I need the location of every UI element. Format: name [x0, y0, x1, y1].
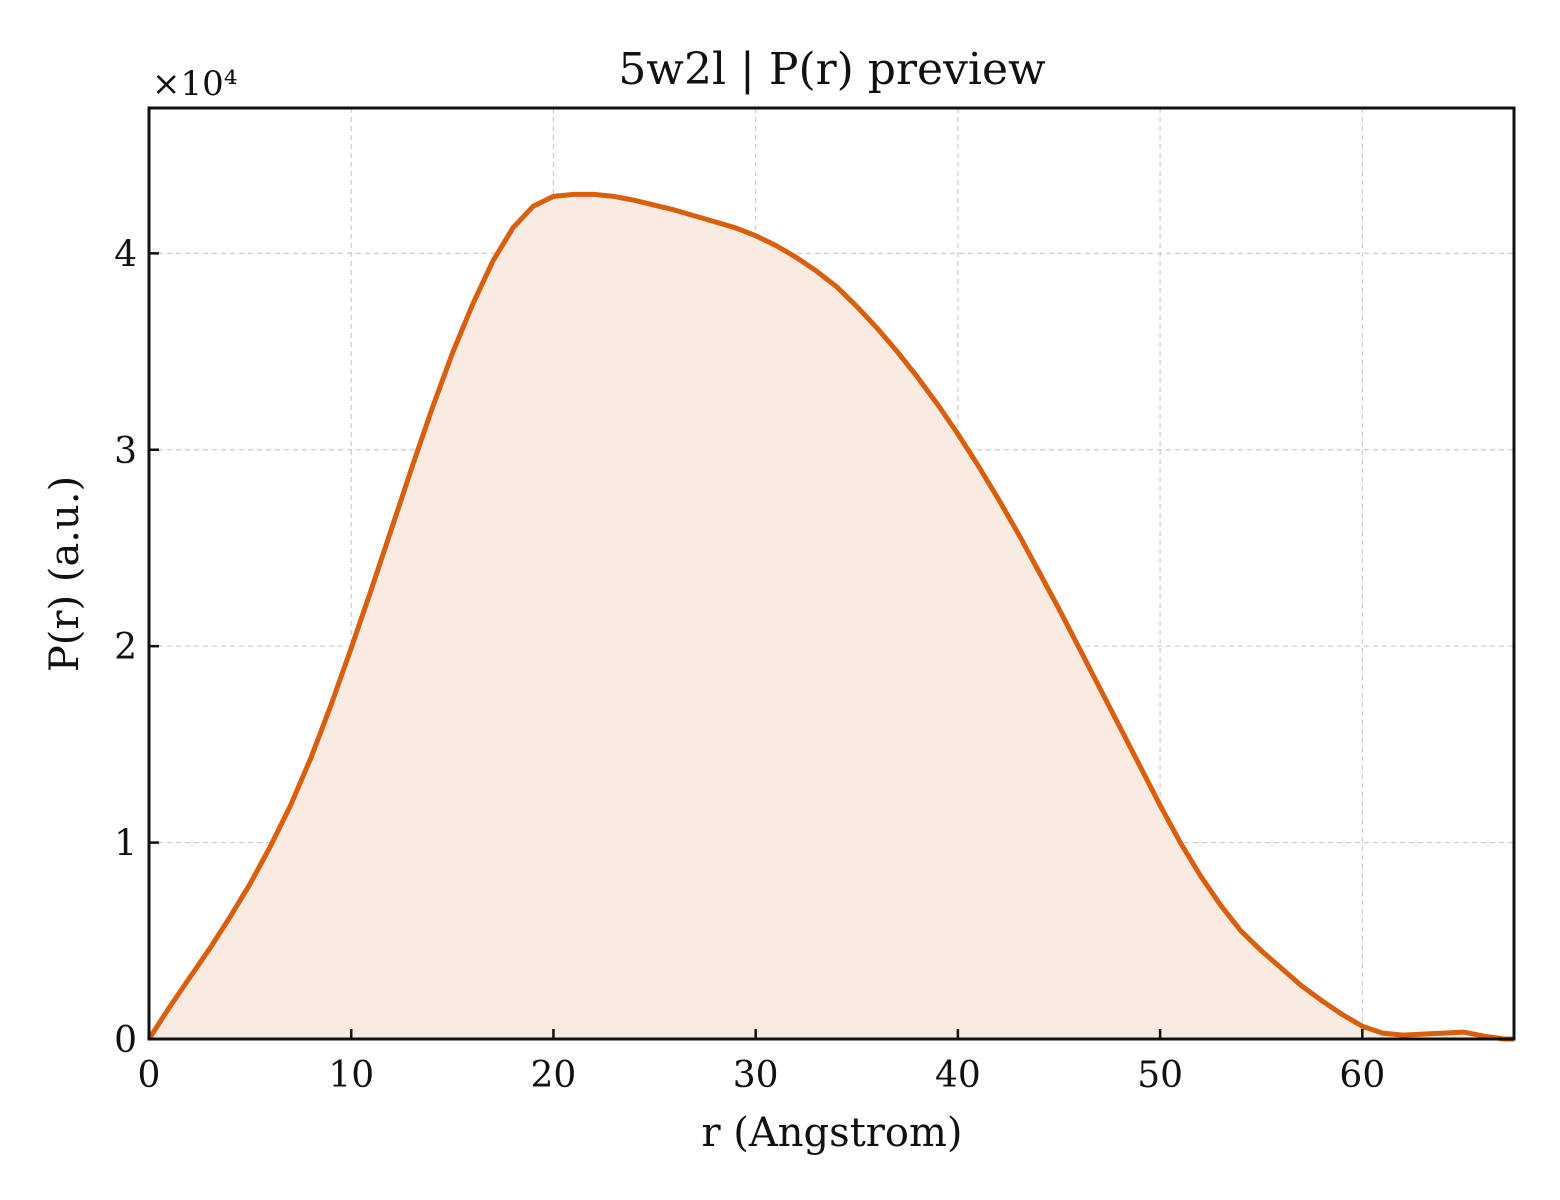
x-tick-label: 10	[328, 1055, 374, 1096]
y-tick-label: 2	[114, 627, 137, 668]
x-tick-label: 30	[733, 1055, 779, 1096]
y-tick-label: 0	[114, 1020, 137, 1061]
plot-frame	[147, 106, 1516, 1041]
x-tick-label: 40	[935, 1055, 981, 1096]
y-tick-label: 4	[114, 234, 137, 275]
pr-series-line	[146, 191, 1514, 1042]
x-tick-label: 60	[1339, 1055, 1385, 1096]
y-tick-label: 1	[114, 824, 137, 865]
x-tick-label: 0	[138, 1055, 161, 1096]
x-tick-label: 20	[531, 1055, 577, 1096]
x-axis-label: r (Angstrom)	[701, 1110, 962, 1156]
y-tick-label: 3	[114, 431, 137, 472]
tick-layer: 0 10 20 30 40 50 60 0 1 2 3 4	[114, 234, 1385, 1096]
chart-title: 5w2l | P(r) preview	[618, 44, 1046, 95]
pr-area-fill	[149, 194, 1514, 1039]
y-axis-multiplier: ×10⁴	[152, 64, 237, 104]
x-tick-label: 50	[1137, 1055, 1183, 1096]
y-axis-label: P(r) (a.u.)	[42, 476, 88, 672]
